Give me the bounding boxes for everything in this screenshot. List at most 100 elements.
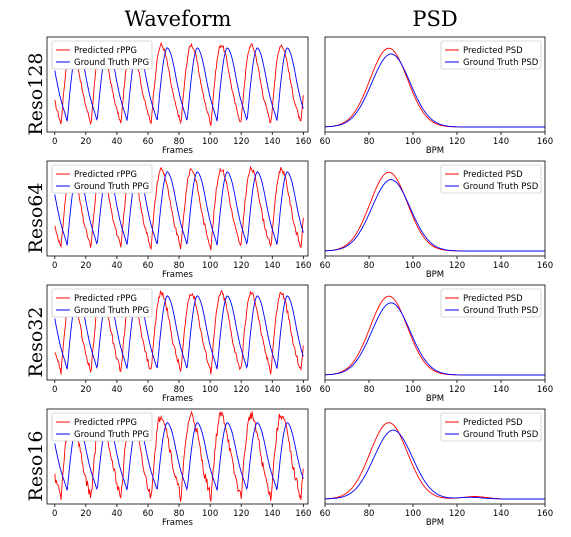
x-tick-label: 140 [493, 385, 509, 395]
x-tick-label: 60 [320, 385, 331, 395]
x-tick-label: 80 [364, 385, 375, 395]
x-tick-label: 60 [320, 137, 331, 147]
axes-frame [324, 36, 546, 133]
legend-label-ground-truth-ppg: Ground Truth PPG [74, 430, 149, 440]
series-line-ground-truth-psd [325, 53, 545, 128]
panel-reso16-waveform: 0 20 40 60 80 100 120 140 160 Frames Predicted rPP… [46, 408, 311, 528]
x-tick-label: 100 [405, 261, 421, 271]
legend-label-predicted-psd: Predicted PSD [463, 418, 523, 428]
x-tick-label: 60 [143, 137, 154, 147]
legend-label-predicted-rppg: Predicted rPPG [74, 294, 137, 304]
x-tick-label: 120 [449, 509, 465, 519]
axes-frame [46, 408, 309, 505]
legend-box [51, 412, 153, 442]
legend-label-predicted-rppg: Predicted rPPG [74, 418, 137, 428]
panel-reso64-psd: 60 80 100 120 140 160 BPM Predicted PSD Ground T… [320, 160, 553, 280]
x-tick-label: 160 [537, 261, 553, 271]
panel-reso128-waveform: 0 20 40 60 80 100 120 140 160 Frames Predicted rPP… [46, 36, 311, 156]
legend-label-predicted-psd: Predicted PSD [463, 46, 523, 56]
x-tick-label: 60 [143, 261, 154, 271]
x-tick-label: 60 [320, 509, 331, 519]
x-tick-label: 40 [111, 137, 122, 147]
legend-box [51, 288, 153, 318]
x-tick-label: 20 [80, 137, 91, 147]
x-tick-label: 100 [405, 137, 421, 147]
x-tick-label: 140 [264, 385, 280, 395]
x-axis-label: Frames [162, 270, 193, 280]
x-tick-label: 120 [233, 137, 249, 147]
x-axis-label: BPM [426, 270, 444, 280]
panel-reso128-psd: 60 80 100 120 140 160 BPM Predicted PSD Ground T… [320, 36, 553, 156]
legend-label-ground-truth-ppg: Ground Truth PPG [74, 182, 149, 192]
axes-frame [46, 284, 309, 381]
row-label-reso16: Reso16 [25, 431, 47, 502]
legend-box [51, 40, 153, 70]
x-tick-label: 160 [295, 261, 311, 271]
x-axis-label: Frames [162, 394, 193, 404]
x-tick-label: 140 [493, 261, 509, 271]
x-tick-label: 120 [449, 137, 465, 147]
x-tick-label: 140 [493, 509, 509, 519]
legend-box [51, 164, 153, 194]
x-tick-label: 160 [537, 509, 553, 519]
x-tick-label: 60 [320, 261, 331, 271]
x-tick-label: 100 [202, 261, 218, 271]
x-tick-label: 120 [449, 385, 465, 395]
x-tick-label: 160 [295, 137, 311, 147]
series-line-ground-truth-psd [325, 429, 545, 500]
x-tick-label: 60 [143, 385, 154, 395]
legend-label-predicted-psd: Predicted PSD [463, 170, 523, 180]
x-tick-label: 120 [233, 509, 249, 519]
x-tick-label: 100 [202, 137, 218, 147]
x-axis-label: Frames [162, 518, 193, 528]
x-tick-label: 140 [493, 137, 509, 147]
x-axis-label: BPM [426, 146, 444, 156]
x-tick-label: 40 [111, 261, 122, 271]
x-tick-label: 40 [111, 509, 122, 519]
series-line-ground-truth-psd [325, 302, 545, 376]
x-tick-label: 0 [52, 261, 57, 271]
series-line-ground-truth-ppg [54, 295, 304, 370]
x-tick-label: 100 [202, 385, 218, 395]
row-label-reso32: Reso32 [25, 307, 47, 378]
legend-label-ground-truth-psd: Ground Truth PSD [463, 182, 539, 192]
panel-reso32-waveform: 0 20 40 60 80 100 120 140 160 Frames Predicted rPP… [46, 284, 311, 404]
axes-frame [46, 36, 309, 133]
x-tick-label: 120 [233, 261, 249, 271]
legend-box [440, 40, 542, 70]
axes-frame [324, 284, 546, 381]
row-label-reso64: Reso64 [25, 183, 47, 254]
x-tick-label: 40 [111, 385, 122, 395]
x-tick-label: 80 [364, 509, 375, 519]
x-tick-label: 80 [174, 261, 185, 271]
x-tick-label: 0 [52, 137, 57, 147]
row-label-reso128: Reso128 [25, 52, 47, 135]
series-line-ground-truth-ppg [54, 47, 304, 122]
legend-box [440, 164, 542, 194]
legend-box [440, 288, 542, 318]
x-tick-label: 60 [143, 509, 154, 519]
x-tick-label: 140 [264, 137, 280, 147]
legend-label-ground-truth-psd: Ground Truth PSD [463, 430, 539, 440]
panels-group: 0 20 40 60 80 100 120 140 160 Frames Predicted rPP… [46, 36, 553, 528]
axes-frame [324, 408, 546, 505]
legend-label-ground-truth-ppg: Ground Truth PPG [74, 306, 149, 316]
x-tick-label: 160 [295, 509, 311, 519]
x-tick-label: 100 [405, 509, 421, 519]
legend-label-predicted-psd: Predicted PSD [463, 294, 523, 304]
x-tick-label: 20 [80, 385, 91, 395]
legend-label-predicted-rppg: Predicted rPPG [74, 46, 137, 56]
x-tick-label: 100 [405, 385, 421, 395]
x-tick-label: 140 [264, 261, 280, 271]
x-tick-label: 120 [233, 385, 249, 395]
legend-box [440, 412, 542, 442]
x-axis-label: BPM [426, 518, 444, 528]
x-tick-label: 80 [364, 137, 375, 147]
column-title-psd: PSD [412, 7, 457, 31]
column-title-waveform: Waveform [125, 7, 232, 31]
panel-reso64-waveform: 0 20 40 60 80 100 120 140 160 Frames Predicted rPP… [46, 160, 311, 280]
x-tick-label: 80 [174, 137, 185, 147]
legend-label-ground-truth-psd: Ground Truth PSD [463, 58, 539, 68]
x-tick-label: 140 [264, 509, 280, 519]
series-line-ground-truth-psd [325, 179, 545, 252]
